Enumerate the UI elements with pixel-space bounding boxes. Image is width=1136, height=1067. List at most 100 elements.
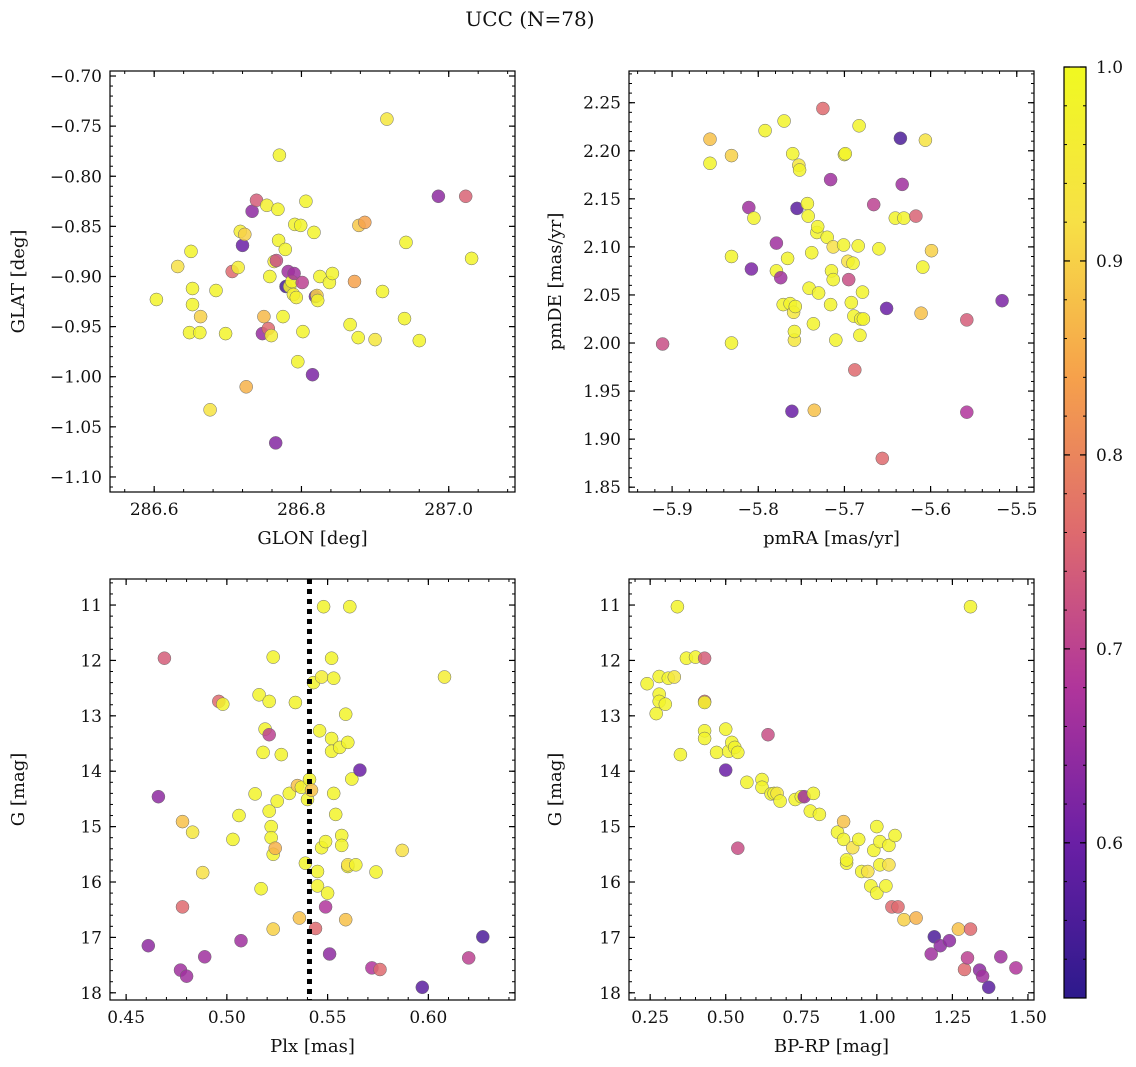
data-point xyxy=(271,202,285,217)
data-point xyxy=(185,281,200,296)
data-point xyxy=(1009,961,1023,975)
data-point xyxy=(263,269,277,284)
data-point xyxy=(848,363,862,377)
data-point xyxy=(836,832,851,847)
data-point xyxy=(994,950,1008,964)
data-point xyxy=(238,227,252,242)
data-point xyxy=(269,253,284,268)
data-point xyxy=(839,853,854,867)
data-point xyxy=(724,249,739,264)
data-point xyxy=(270,794,284,808)
data-point xyxy=(826,272,840,287)
data-point xyxy=(841,272,856,287)
data-point xyxy=(334,838,349,853)
data-point xyxy=(412,333,427,348)
data-point xyxy=(788,299,803,314)
y-tick-label: 12 xyxy=(80,651,102,671)
data-point xyxy=(960,405,974,419)
data-point xyxy=(866,197,881,212)
x-tick-label: −5.7 xyxy=(824,500,865,520)
y-tick-label: 14 xyxy=(599,762,621,782)
data-point xyxy=(851,832,866,847)
data-point xyxy=(268,436,283,450)
y-tick-label: −0.90 xyxy=(50,267,102,287)
data-point xyxy=(322,947,337,961)
data-point xyxy=(703,156,717,171)
data-point xyxy=(415,980,430,995)
axes-frame xyxy=(109,578,516,1001)
data-point xyxy=(891,900,905,914)
x-tick-label: 0.75 xyxy=(782,1008,820,1028)
y-tick-label: −1.10 xyxy=(50,468,102,488)
data-point xyxy=(897,912,911,927)
y-tick-label: −0.70 xyxy=(50,67,102,87)
data-point xyxy=(310,879,325,893)
data-point xyxy=(316,599,331,614)
data-point xyxy=(870,886,884,900)
data-point xyxy=(963,922,978,936)
data-point xyxy=(248,787,262,801)
data-point xyxy=(278,242,293,257)
data-point xyxy=(758,123,772,138)
data-point xyxy=(276,309,290,324)
data-point xyxy=(324,651,339,665)
data-point xyxy=(893,131,908,146)
data-point xyxy=(924,243,939,258)
y-tick-label: 2.05 xyxy=(583,286,621,306)
y-tick-label: −1.00 xyxy=(50,368,102,388)
data-point xyxy=(658,697,673,711)
data-point xyxy=(836,238,851,252)
colorbar: 0.6 0.7 0.8 0.9 1.0 xyxy=(1063,58,1123,999)
data-point xyxy=(697,651,712,665)
data-point xyxy=(193,325,207,340)
x-tick-label: 0.45 xyxy=(107,1008,145,1028)
data-point xyxy=(239,380,253,394)
data-point xyxy=(185,297,200,312)
data-point xyxy=(769,236,784,250)
data-point xyxy=(853,328,867,343)
data-point xyxy=(345,772,359,786)
data-point xyxy=(351,330,365,345)
data-point xyxy=(274,747,289,762)
data-point xyxy=(882,838,896,853)
x-axis-label: GLON [deg] xyxy=(257,528,367,549)
data-point xyxy=(846,256,860,270)
data-point xyxy=(724,148,739,163)
scatter-points xyxy=(640,599,1023,995)
data-point xyxy=(731,745,745,760)
data-point xyxy=(673,747,688,762)
y-tick-label: 18 xyxy=(599,984,621,1004)
data-point xyxy=(326,671,341,685)
data-point xyxy=(347,274,362,289)
data-point xyxy=(812,807,827,822)
x-tick-label: −5.9 xyxy=(651,500,692,520)
data-point xyxy=(193,309,208,324)
data-point xyxy=(655,337,670,351)
y-tick-label: 15 xyxy=(80,818,102,838)
y-tick-label: −1.05 xyxy=(50,418,102,438)
data-point xyxy=(800,196,815,211)
y-tick-label: 1.90 xyxy=(583,430,621,450)
data-point xyxy=(266,922,280,936)
ticks xyxy=(110,71,515,492)
data-point xyxy=(296,324,310,339)
data-point xyxy=(179,969,194,983)
data-point xyxy=(232,808,246,823)
y-tick-label: 14 xyxy=(80,762,102,782)
y-tick-label: 15 xyxy=(599,818,621,838)
data-point xyxy=(314,670,329,684)
panel-pmra-pmde: −5.9 −5.8 −5.7 −5.6 −5.5 1.85 1.90 1.95 2.00 2.05… xyxy=(545,70,1037,549)
data-point xyxy=(861,864,875,879)
data-point xyxy=(358,215,372,230)
data-point xyxy=(670,599,685,614)
y-tick-label: 13 xyxy=(599,707,621,727)
data-point xyxy=(918,133,933,147)
data-point xyxy=(254,881,268,896)
data-point xyxy=(924,947,938,961)
data-point xyxy=(369,865,383,879)
data-point xyxy=(870,819,884,834)
data-point xyxy=(197,950,212,964)
y-tick-label: −0.75 xyxy=(50,117,102,137)
data-point xyxy=(293,218,308,233)
data-point xyxy=(897,211,911,225)
